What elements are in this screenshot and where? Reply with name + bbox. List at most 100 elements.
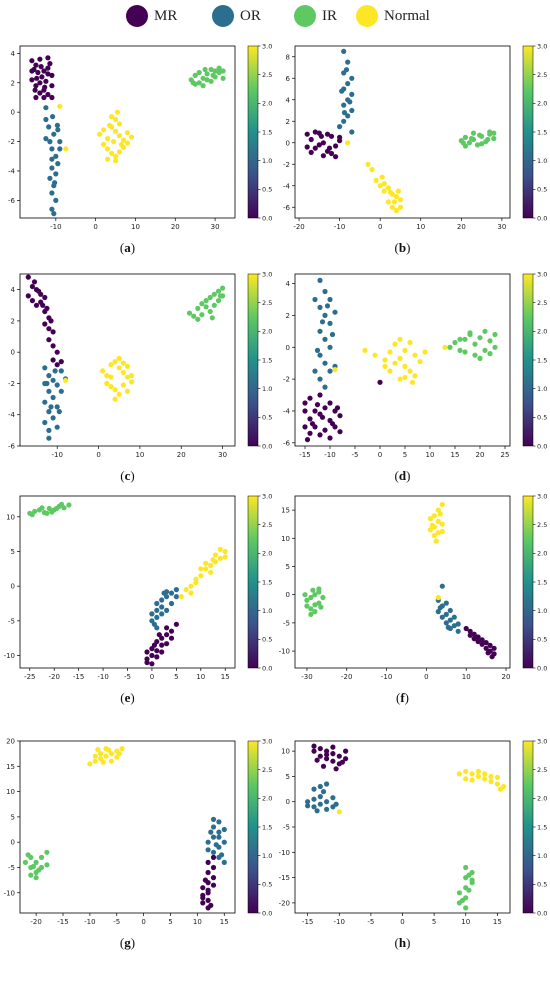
- data-point-or: [58, 368, 64, 374]
- colorbar-tick-label: 0.5: [262, 636, 272, 644]
- data-point-ir: [304, 597, 310, 603]
- scatter-plot-a: -10 0 10 20 30 -6 -4 -2 0 2 4 0.0 0.5 1.0 1.5 2.0 2.5 3.0: [8, 42, 272, 231]
- data-point-ir: [44, 849, 50, 855]
- data-point-ir: [316, 600, 322, 606]
- data-point-ir: [491, 130, 497, 136]
- panel-letter: a: [124, 240, 131, 255]
- data-point-mr: [328, 150, 335, 157]
- data-point-mr: [467, 628, 473, 634]
- data-point-ir: [192, 72, 198, 78]
- panel-letter: c: [124, 468, 131, 483]
- data-point-or: [51, 131, 57, 137]
- data-point-ir: [320, 594, 326, 601]
- data-point-normal: [431, 513, 437, 519]
- data-point-mr: [471, 636, 477, 642]
- colorbar-tick-label: 0.5: [262, 414, 272, 422]
- data-point-normal: [417, 359, 423, 365]
- data-point-mr: [50, 329, 56, 335]
- x-tick-label: 15: [220, 918, 229, 926]
- data-point-or: [216, 829, 222, 835]
- data-point-mr: [31, 279, 38, 285]
- legend-item-ir: IR: [294, 5, 337, 27]
- x-tick-label: -15: [57, 918, 68, 926]
- x-tick-label: 0: [150, 673, 154, 681]
- data-point-normal: [198, 566, 204, 572]
- data-point-ir: [470, 130, 477, 136]
- y-tick-label: 0: [11, 583, 15, 591]
- x-tick-label: 10: [426, 451, 435, 459]
- data-point-ir: [203, 298, 209, 304]
- colorbar-tick-label: 2.0: [537, 328, 547, 336]
- data-point-or: [50, 377, 56, 383]
- colorbar-tick-label: 1.0: [262, 607, 272, 615]
- data-point-normal: [381, 188, 387, 194]
- data-point-or: [437, 605, 443, 611]
- scatter-plot-h: -15 -10 -5 0 5 10 15 -20 -15 -10 -5 0 5 10 0.0 0.5 1.0 1.…: [279, 737, 548, 926]
- data-point-mr: [343, 756, 349, 762]
- data-point-ir: [468, 135, 475, 142]
- data-point-normal: [488, 778, 494, 785]
- data-point-normal: [120, 382, 126, 388]
- colorbar-tick-label: 0.0: [537, 214, 547, 222]
- data-point-or: [322, 384, 328, 390]
- data-point-or: [50, 114, 56, 120]
- data-point-or: [311, 786, 317, 792]
- data-point-normal: [222, 554, 228, 560]
- data-point-ir: [457, 347, 463, 353]
- data-point-mr: [33, 302, 40, 308]
- data-point-or: [439, 583, 445, 589]
- colorbar-tick-label: 0.0: [537, 664, 547, 672]
- data-point-ir: [477, 132, 483, 138]
- colorbar-tick-label: 1.0: [262, 852, 272, 860]
- data-point-normal: [397, 197, 404, 203]
- colorbar-tick-label: 1.5: [537, 356, 547, 364]
- data-point-ir: [220, 68, 226, 74]
- data-point-or: [347, 99, 353, 105]
- colorbar-tick-label: 1.5: [262, 128, 272, 136]
- data-point-ir: [469, 877, 475, 883]
- data-point-mr: [487, 642, 493, 648]
- x-tick-label: -20: [341, 673, 352, 681]
- colorbar-tick-label: 2.0: [262, 550, 272, 558]
- data-point-normal: [114, 109, 121, 115]
- data-point-normal: [116, 391, 122, 397]
- colorbar-tick-label: 2.5: [262, 71, 272, 79]
- data-point-or: [216, 834, 222, 840]
- data-point-normal: [402, 347, 408, 353]
- data-point-normal: [397, 376, 403, 382]
- data-point-or: [55, 161, 61, 167]
- data-point-or: [213, 842, 219, 848]
- data-point-or: [311, 804, 317, 810]
- data-point-normal: [98, 751, 104, 757]
- data-point-mr: [491, 645, 497, 651]
- scatter-plot-b: -20 -10 0 10 20 30-6-4-2024680.00.51.01.52.02…: [283, 42, 547, 231]
- data-point-mr: [33, 83, 39, 89]
- x-tick-label: -15: [73, 673, 84, 681]
- colorbar-tick-label: 2.0: [262, 795, 272, 803]
- data-point-normal: [97, 131, 103, 137]
- data-point-mr: [316, 142, 322, 148]
- data-point-normal: [98, 756, 104, 762]
- data-point-or: [42, 380, 48, 387]
- colorbar-tick-label: 2.0: [537, 795, 547, 803]
- data-point-or: [46, 373, 52, 379]
- x-tick-label: -15: [302, 918, 313, 926]
- legend-item-or: OR: [212, 5, 261, 27]
- legend: MR OR IR Normal: [0, 0, 550, 32]
- data-point-or: [52, 180, 58, 186]
- data-point-or: [210, 849, 217, 855]
- x-tick-label: 20: [177, 451, 186, 459]
- y-tick-label: -2: [8, 138, 15, 146]
- data-point-mr: [324, 756, 330, 762]
- data-point-ir: [466, 887, 472, 893]
- panel-caption-e: (e): [120, 690, 135, 705]
- y-tick-label: 10: [281, 535, 290, 543]
- data-point-ir: [215, 288, 222, 294]
- data-point-or: [221, 859, 227, 865]
- data-point-normal: [409, 379, 416, 385]
- panel-letter: b: [398, 240, 407, 255]
- data-point-or: [349, 129, 355, 135]
- colorbar-tick-label: 0.0: [537, 442, 547, 450]
- data-point-mr: [33, 62, 39, 68]
- data-point-normal: [63, 146, 69, 152]
